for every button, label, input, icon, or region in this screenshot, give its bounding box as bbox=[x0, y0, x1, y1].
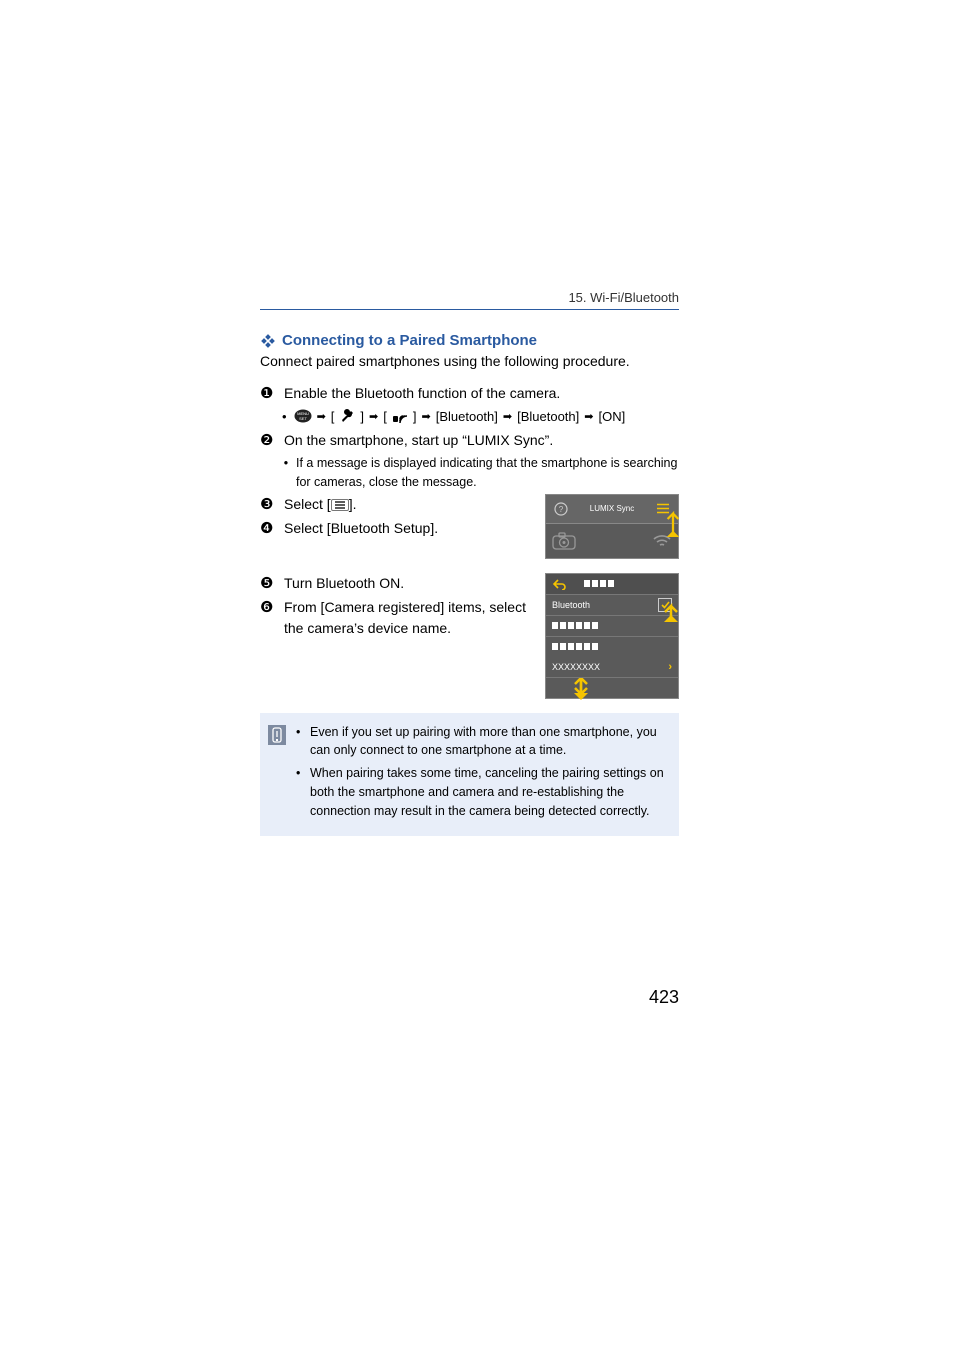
bracket: ] bbox=[413, 409, 417, 424]
header-rule bbox=[260, 309, 679, 310]
note-2-text: When pairing takes some time, canceling … bbox=[310, 764, 669, 820]
step-marker-6: ❻ bbox=[260, 597, 276, 639]
bracket: [ bbox=[331, 409, 335, 424]
arrow-icon: ➡ bbox=[503, 410, 512, 423]
nav-on: [ON] bbox=[598, 409, 625, 424]
wrench-icon bbox=[339, 409, 355, 423]
bracket: [ bbox=[383, 409, 387, 424]
redacted-text bbox=[552, 643, 598, 650]
bullet-icon: • bbox=[282, 409, 287, 424]
back-icon bbox=[552, 578, 566, 590]
step-4: ❹ Select [Bluetooth Setup]. bbox=[260, 518, 527, 541]
diamond-bullet-icon bbox=[260, 333, 276, 349]
chevron-right-icon: › bbox=[668, 661, 672, 673]
nav-bluetooth-2: [Bluetooth] bbox=[517, 409, 579, 424]
section-title: Connecting to a Paired Smartphone bbox=[260, 332, 679, 349]
note-item: • When pairing takes some time, cancelin… bbox=[296, 764, 669, 820]
bluetooth-row: Bluetooth bbox=[546, 595, 678, 616]
step-marker-4: ❹ bbox=[260, 518, 276, 541]
note-1-text: Even if you set up pairing with more tha… bbox=[310, 723, 669, 761]
arrow-icon: ➡ bbox=[369, 410, 378, 423]
callout-arrow-icon bbox=[664, 501, 682, 537]
step-2-note: • If a message is displayed indicating t… bbox=[260, 454, 679, 492]
section-title-text: Connecting to a Paired Smartphone bbox=[282, 332, 537, 349]
nav-bluetooth-1: [Bluetooth] bbox=[436, 409, 498, 424]
step-marker-1: ❶ bbox=[260, 383, 276, 406]
note-box: • Even if you set up pairing with more t… bbox=[260, 713, 679, 837]
app-title: LUMIX Sync bbox=[590, 504, 634, 513]
step-2-text: On the smartphone, start up “LUMIX Sync”… bbox=[284, 430, 679, 453]
step-1-text: Enable the Bluetooth function of the cam… bbox=[284, 383, 679, 406]
callout-arrow-icon bbox=[662, 598, 680, 622]
help-icon: ? bbox=[554, 502, 568, 516]
step-6-text: From [Camera registered] items, select t… bbox=[284, 597, 527, 639]
wireless-icon bbox=[392, 409, 408, 423]
step-marker-2: ❷ bbox=[260, 430, 276, 453]
svg-text:?: ? bbox=[559, 505, 564, 514]
app-screenshot-lumix-sync: ? LUMIX Sync bbox=[545, 494, 679, 559]
svg-text:SET: SET bbox=[299, 416, 307, 421]
hamburger-icon bbox=[331, 499, 349, 511]
step-4-text: Select [Bluetooth Setup]. bbox=[284, 518, 527, 541]
step-1: ❶ Enable the Bluetooth function of the c… bbox=[260, 383, 679, 406]
info-note-icon bbox=[268, 725, 286, 745]
step-6: ❻ From [Camera registered] items, select… bbox=[260, 597, 527, 639]
menu-path: • MENU SET ➡ [ ] ➡ [ ] ➡ [Bluetooth] ➡ [… bbox=[260, 409, 679, 424]
bullet-icon: • bbox=[282, 454, 290, 492]
empty-row bbox=[546, 678, 678, 698]
step-3: ❸ Select []. bbox=[260, 494, 527, 517]
bracket: ] bbox=[360, 409, 364, 424]
bullet-icon: • bbox=[296, 723, 304, 761]
step-2: ❷ On the smartphone, start up “LUMIX Syn… bbox=[260, 430, 679, 453]
step-2-note-text: If a message is displayed indicating tha… bbox=[296, 454, 679, 492]
step-marker-5: ❺ bbox=[260, 573, 276, 596]
step-5: ❺ Turn Bluetooth ON. bbox=[260, 573, 527, 596]
arrow-icon: ➡ bbox=[584, 410, 593, 423]
intro-text: Connect paired smartphones using the fol… bbox=[260, 353, 679, 369]
bluetooth-label: Bluetooth bbox=[552, 600, 590, 610]
app-screenshot-bluetooth-setup: Bluetooth XXXXXXXX › bbox=[545, 573, 679, 699]
page-number: 423 bbox=[649, 987, 679, 1008]
bullet-icon: • bbox=[296, 764, 304, 820]
chapter-header: 15. Wi-Fi/Bluetooth bbox=[260, 290, 679, 305]
note-item: • Even if you set up pairing with more t… bbox=[296, 723, 669, 761]
arrow-icon: ➡ bbox=[317, 410, 326, 423]
menu-set-icon: MENU SET bbox=[294, 409, 312, 423]
step-marker-3: ❸ bbox=[260, 494, 276, 517]
device-name: XXXXXXXX bbox=[552, 662, 600, 672]
redacted-row bbox=[546, 637, 678, 657]
redacted-row bbox=[546, 616, 678, 637]
device-row: XXXXXXXX › bbox=[546, 657, 678, 678]
callout-arrow-icon bbox=[572, 678, 590, 700]
redacted-text bbox=[552, 622, 598, 629]
step-3-text: Select []. bbox=[284, 494, 527, 517]
camera-icon bbox=[552, 532, 576, 550]
step-5-text: Turn Bluetooth ON. bbox=[284, 573, 527, 596]
redacted-title bbox=[584, 580, 614, 587]
arrow-icon: ➡ bbox=[422, 410, 431, 423]
